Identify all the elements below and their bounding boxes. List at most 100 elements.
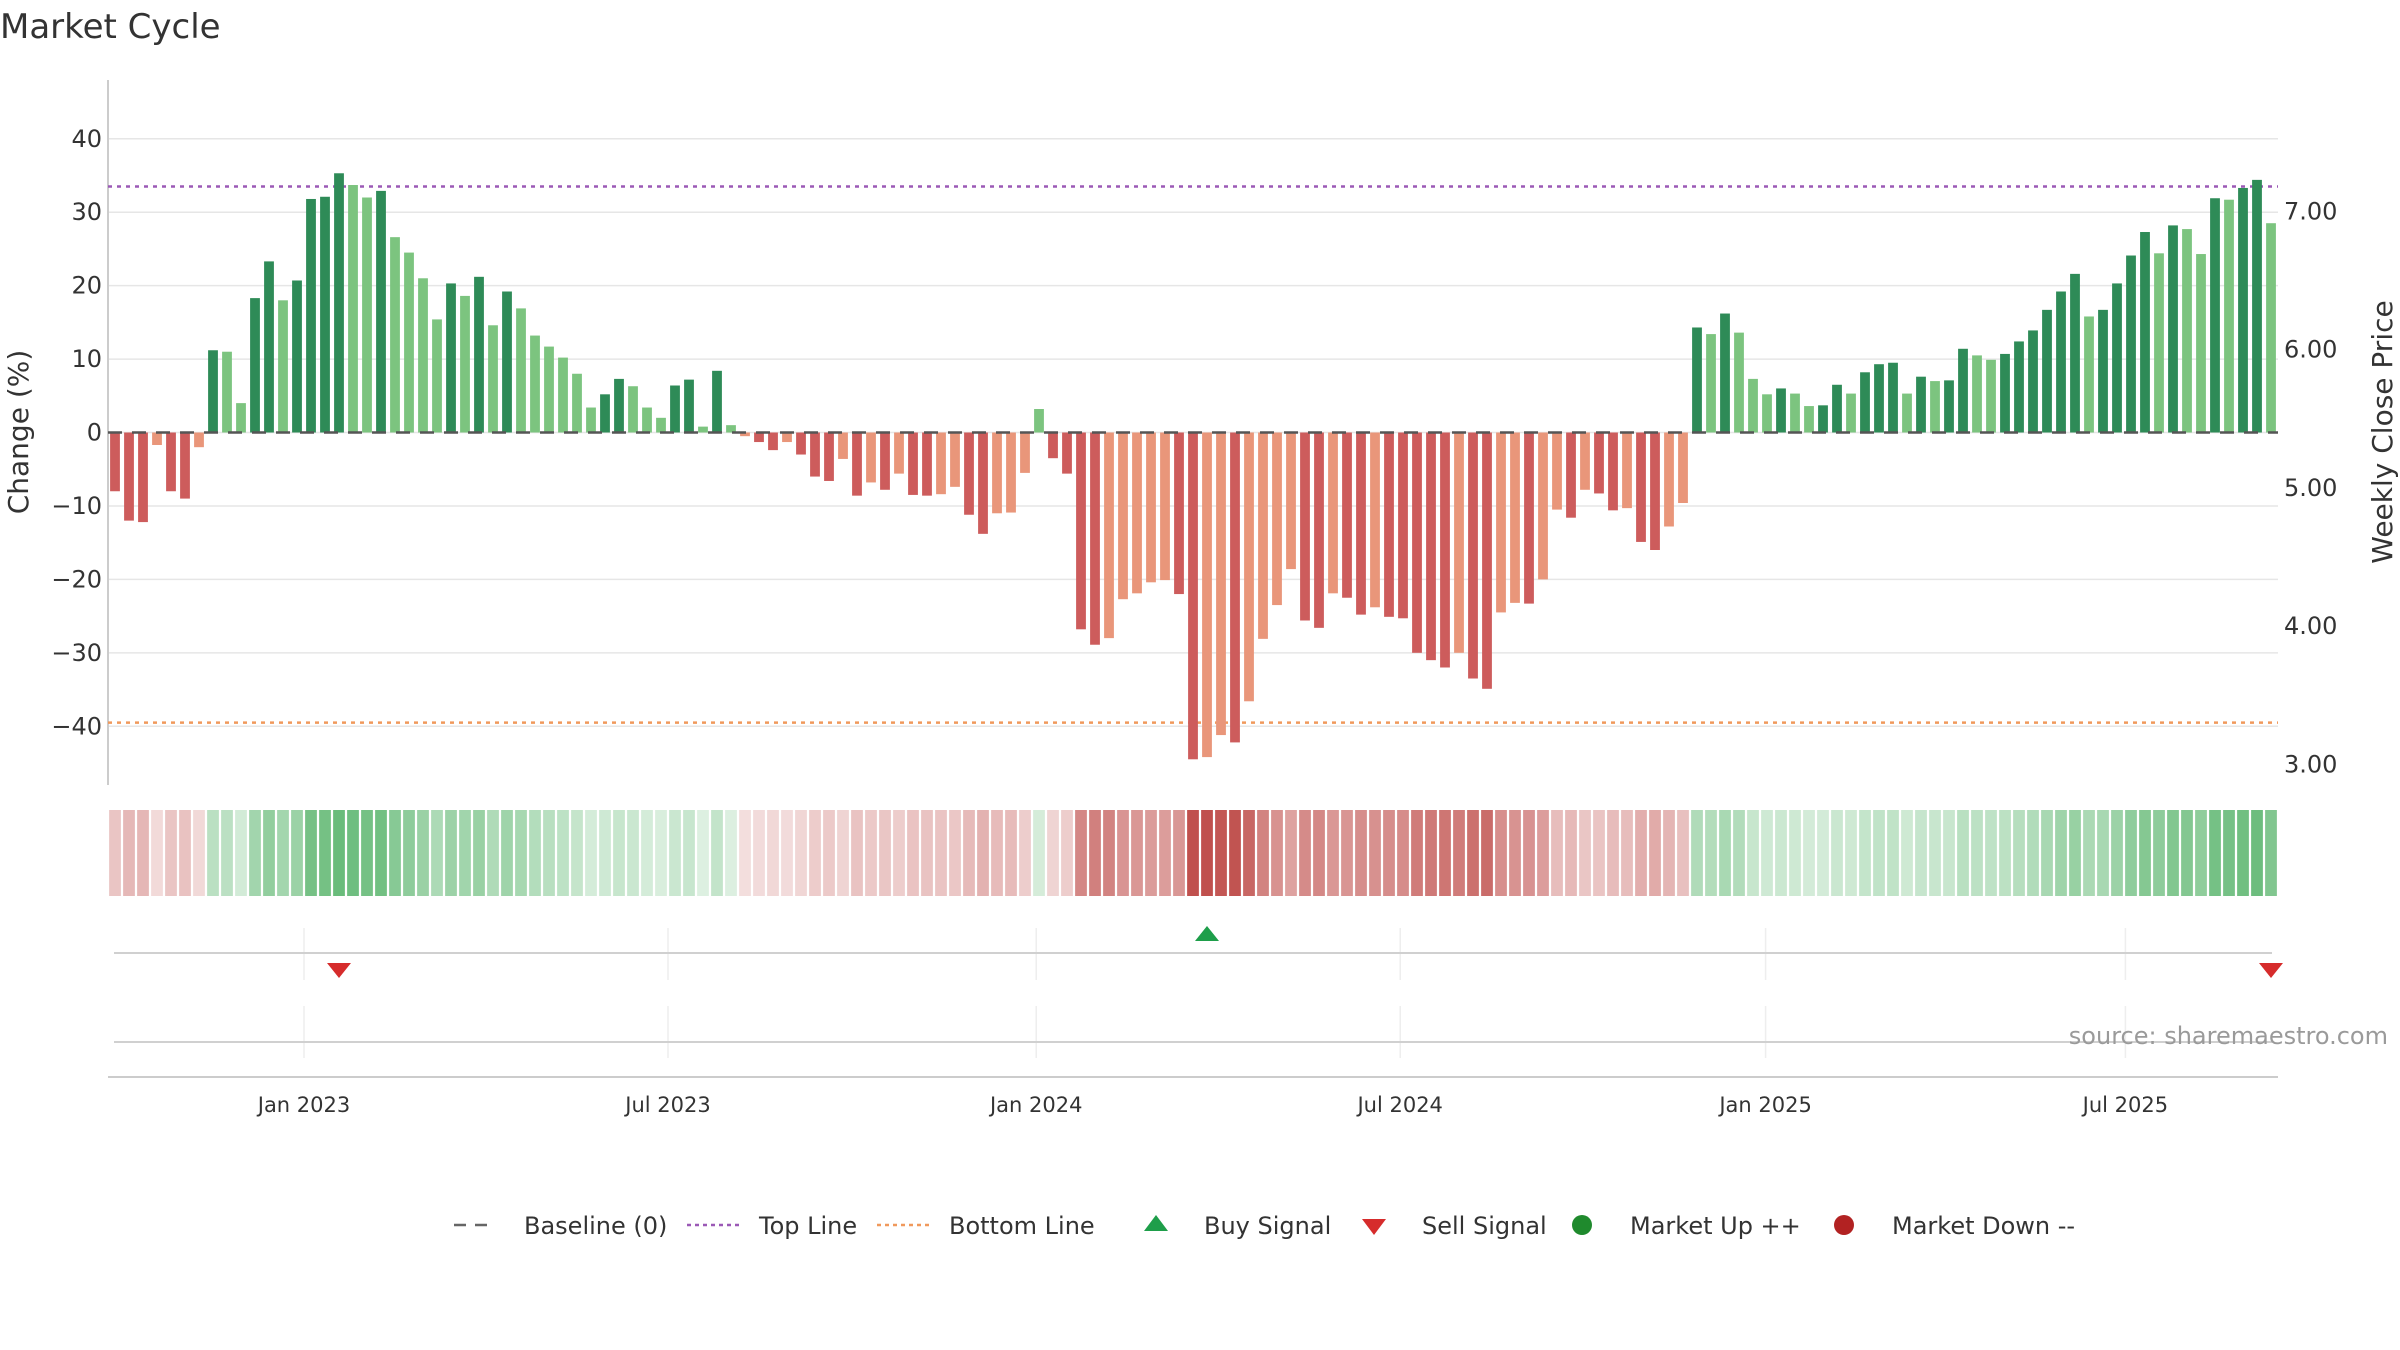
heat-cell bbox=[207, 810, 219, 896]
heat-cell bbox=[865, 810, 877, 896]
bar bbox=[1188, 432, 1198, 760]
heat-cell bbox=[2027, 810, 2039, 896]
heat-cell bbox=[445, 810, 457, 896]
bar bbox=[1328, 432, 1338, 594]
legend-marker bbox=[1144, 1215, 1168, 1231]
bar bbox=[516, 308, 526, 433]
heat-cell bbox=[1117, 810, 1129, 896]
heat-cell bbox=[1383, 810, 1395, 896]
heat-cell bbox=[1425, 810, 1437, 896]
bar bbox=[1524, 432, 1534, 604]
heat-cell bbox=[1159, 810, 1171, 896]
heat-cell bbox=[1621, 810, 1633, 896]
bar bbox=[852, 432, 862, 496]
heat-cell bbox=[1187, 810, 1199, 896]
bar bbox=[992, 432, 1002, 514]
legend-item: Top Line bbox=[687, 1212, 857, 1240]
bar bbox=[2224, 199, 2234, 433]
heat-cell bbox=[683, 810, 695, 896]
y-axis-title-right: Weekly Close Price bbox=[2366, 300, 2399, 563]
heat-cell bbox=[249, 810, 261, 896]
bar bbox=[474, 276, 484, 433]
bar bbox=[2056, 291, 2066, 433]
bar bbox=[1006, 432, 1016, 513]
legend-item: Bottom Line bbox=[877, 1212, 1095, 1240]
bar bbox=[1762, 394, 1772, 433]
legend-label: Baseline (0) bbox=[524, 1212, 667, 1240]
legend: Baseline (0) Top Line Bottom Line Buy Signa… bbox=[454, 1212, 2075, 1240]
reference-lines bbox=[108, 185, 2278, 724]
heat-cell bbox=[1901, 810, 1913, 896]
heat-cell bbox=[599, 810, 611, 896]
chart-title: Market Cycle bbox=[0, 7, 221, 47]
bar bbox=[166, 432, 176, 492]
heat-cell bbox=[165, 810, 177, 896]
heat-cell bbox=[319, 810, 331, 896]
y-tick-label: 30 bbox=[71, 198, 102, 226]
heat-cell bbox=[921, 810, 933, 896]
heat-cell bbox=[655, 810, 667, 896]
bar bbox=[390, 237, 400, 433]
bar bbox=[586, 407, 596, 433]
y-tick-label: −10 bbox=[51, 492, 102, 520]
bar bbox=[1776, 388, 1786, 433]
bar bbox=[2000, 353, 2010, 433]
heat-cell bbox=[543, 810, 555, 896]
bar bbox=[1944, 380, 1954, 433]
heat-cell bbox=[1663, 810, 1675, 896]
bar bbox=[908, 432, 918, 495]
bar bbox=[1272, 432, 1282, 606]
heat-cell bbox=[935, 810, 947, 896]
heat-cell bbox=[1985, 810, 1997, 896]
heat-cell bbox=[1061, 810, 1073, 896]
heat-cell bbox=[1453, 810, 1465, 896]
legend-label: Bottom Line bbox=[949, 1212, 1095, 1240]
heat-cell bbox=[1957, 810, 1969, 896]
legend-item: Market Up ++ bbox=[1572, 1212, 1801, 1240]
y-right-tick-label: 4.00 bbox=[2284, 612, 2337, 640]
bar bbox=[2098, 309, 2108, 433]
bar bbox=[1286, 432, 1296, 570]
bar bbox=[1342, 432, 1352, 598]
heat-cell bbox=[1915, 810, 1927, 896]
heat-cell bbox=[2223, 810, 2235, 896]
bar bbox=[1734, 332, 1744, 433]
sell-signal-marker bbox=[327, 963, 351, 978]
heat-cell bbox=[235, 810, 247, 896]
heat-cell bbox=[557, 810, 569, 896]
bar bbox=[124, 432, 134, 521]
bar bbox=[2014, 341, 2024, 433]
bar bbox=[446, 283, 456, 433]
y-right-tick-label: 7.00 bbox=[2284, 197, 2337, 225]
heat-cell bbox=[291, 810, 303, 896]
heat-cell bbox=[1929, 810, 1941, 896]
bar bbox=[1818, 405, 1828, 433]
bar bbox=[1804, 406, 1814, 433]
heat-cell bbox=[375, 810, 387, 896]
bar bbox=[334, 173, 344, 433]
bar bbox=[1118, 432, 1128, 600]
heat-cell bbox=[137, 810, 149, 896]
heat-cell bbox=[977, 810, 989, 896]
bar bbox=[1846, 393, 1856, 433]
bar bbox=[278, 300, 288, 433]
heat-cell bbox=[851, 810, 863, 896]
bar bbox=[1104, 432, 1114, 639]
bar bbox=[1748, 378, 1758, 433]
heat-cell bbox=[1341, 810, 1353, 896]
bar bbox=[838, 432, 848, 459]
y-tick-label: 10 bbox=[71, 345, 102, 373]
bar bbox=[1202, 432, 1212, 758]
bar bbox=[684, 379, 694, 433]
heat-cell bbox=[1523, 810, 1535, 896]
heat-cell bbox=[1761, 810, 1773, 896]
bar bbox=[110, 432, 120, 492]
legend-item: Sell Signal bbox=[1362, 1212, 1547, 1240]
bar bbox=[1160, 432, 1170, 581]
heat-cell bbox=[1719, 810, 1731, 896]
heat-cell bbox=[1047, 810, 1059, 896]
heat-cell bbox=[1257, 810, 1269, 896]
bar bbox=[2210, 198, 2220, 433]
heat-cell bbox=[123, 810, 135, 896]
heat-cell bbox=[1033, 810, 1045, 896]
